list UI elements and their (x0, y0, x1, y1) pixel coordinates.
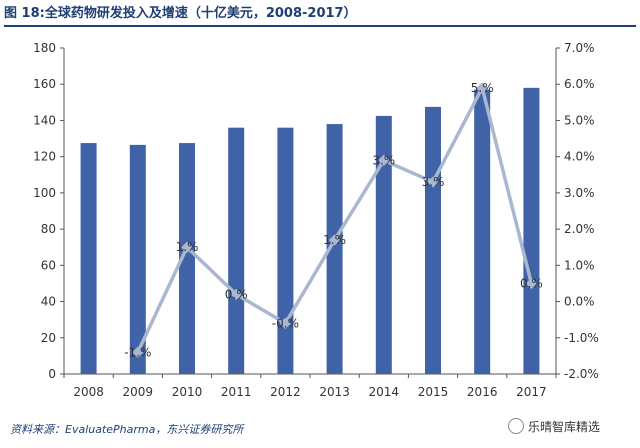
y-right-tick-label: 7.0% (564, 41, 595, 55)
x-tick-label: 2011 (221, 385, 252, 399)
growth-point (427, 176, 439, 188)
y-right-tick-label: -1.0% (564, 331, 599, 345)
y-left-tick-label: 20 (41, 331, 56, 345)
bar (425, 106, 441, 374)
wechat-icon (508, 418, 524, 434)
growth-point (378, 154, 390, 166)
title-divider (4, 25, 636, 27)
growth-data-label: 3.% (372, 153, 395, 167)
watermark-text: 乐晴智库精选 (528, 419, 601, 434)
growth-data-label: -1.% (124, 345, 151, 359)
bar (523, 87, 540, 374)
bar (326, 124, 343, 374)
growth-data-label: 1.% (323, 233, 346, 247)
y-left-tick-label: 140 (33, 113, 56, 127)
growth-data-label: 3.% (422, 175, 445, 189)
growth-point (132, 346, 144, 358)
y-right-tick-label: -2.0% (564, 367, 599, 381)
bar (474, 89, 491, 375)
x-tick-label: 2016 (467, 385, 498, 399)
bar (375, 115, 392, 375)
growth-data-label: 0.% (225, 287, 248, 301)
x-tick-label: 2008 (73, 385, 104, 399)
x-tick-label: 2017 (516, 385, 547, 399)
y-left-tick-label: 80 (41, 222, 56, 236)
x-tick-label: 2010 (172, 385, 203, 399)
y-left-tick-label: 0 (48, 367, 56, 381)
y-right-tick-label: 6.0% (564, 77, 595, 91)
y-right-tick-label: 4.0% (564, 150, 595, 164)
source-note: 资料来源：EvaluatePharma，东兴证券研究所 (10, 423, 244, 436)
x-tick-label: 2012 (270, 385, 301, 399)
y-right-tick-label: 3.0% (564, 186, 595, 200)
growth-data-label: 0.% (520, 276, 543, 290)
growth-point (328, 234, 341, 246)
chart-svg: 0 20 40 60 80 100 120 140 160 180 -2.0% -1.0% 0.0% 1.… (33, 41, 599, 399)
y-left-tick-label: 60 (41, 258, 56, 272)
x-tick-label: 2013 (319, 385, 350, 399)
growth-point (230, 288, 242, 300)
bar (179, 143, 195, 374)
growth-data-label: 5.% (471, 81, 494, 95)
y-left-tick-label: 160 (33, 77, 56, 91)
bar (277, 127, 294, 374)
y-right-tick-label: 2.0% (564, 222, 595, 236)
bar (228, 127, 245, 374)
y-left-tick-label: 180 (33, 41, 56, 55)
x-tick-label: 2015 (418, 385, 449, 399)
growth-point (525, 277, 538, 290)
bar (129, 144, 146, 374)
y-right-tick-label: 0.0% (564, 295, 595, 309)
x-tick-label: 2009 (123, 385, 154, 399)
watermark: 乐晴智库精选 (508, 414, 638, 438)
growth-data-label: 1.% (176, 240, 199, 254)
x-tick-label: 2014 (369, 385, 400, 399)
y-right-tick-label: 5.0% (564, 113, 595, 127)
bar (80, 143, 97, 374)
growth-point (181, 241, 193, 253)
y-left-tick-label: 120 (33, 150, 56, 164)
y-left-tick-label: 40 (41, 295, 56, 309)
y-right-tick-label: 1.0% (564, 258, 595, 272)
chart-title: 图 18:全球药物研发投入及增速（十亿美元，2008-2017） (4, 6, 357, 21)
y-left-tick-label: 100 (33, 186, 56, 200)
growth-data-label: -0.% (272, 316, 299, 330)
growth-point (279, 317, 292, 329)
